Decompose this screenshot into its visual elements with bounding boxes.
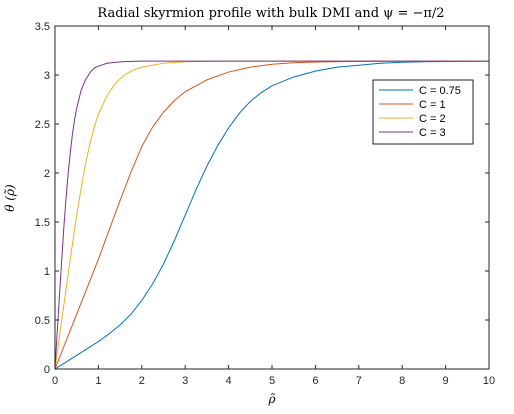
y-tick-label: 3 [44,70,50,82]
y-tick-label: 2.5 [35,119,50,131]
x-tick-label: 0 [52,375,58,387]
x-tick-label: 7 [356,375,362,387]
x-tick-label: 2 [139,375,145,387]
series-line-1 [54,60,490,370]
x-tick-label: 10 [483,375,495,387]
series-line-4 [54,60,489,370]
y-tick-label: 0 [44,364,50,376]
y-tick-label: 1.5 [35,217,50,229]
x-tick-label: 4 [226,375,232,387]
legend-label-2: C = 1 [419,99,446,111]
legend-label-1: C = 0.75 [419,85,461,97]
series-layer [54,60,490,370]
plot-area [55,26,489,369]
x-tick-label: 5 [269,375,275,387]
x-axis-label: ρ̃ [267,392,275,406]
x-tick-label: 3 [182,375,188,387]
x-tick-label: 6 [312,375,318,387]
x-axis: 0 1 2 3 4 5 6 7 8 9 10 [52,26,495,387]
y-axis: 0 0.5 1 1.5 2 2.5 3 3.5 [35,21,489,376]
legend-label-3: C = 2 [419,113,446,125]
legend-box [372,79,474,145]
x-tick-label: 9 [443,375,449,387]
series-line-2 [54,60,490,370]
y-tick-label: 1 [44,266,50,278]
y-tick-label: 0.5 [35,315,50,327]
x-tick-label: 8 [399,375,405,387]
y-tick-label: 2 [44,168,50,180]
legend: C = 0.75 C = 1 C = 2 C = 3 [372,79,474,145]
y-tick-label: 3.5 [35,21,50,33]
legend-label-4: C = 3 [419,127,446,139]
chart-title: Radial skyrmion profile with bulk DMI an… [97,6,444,21]
y-axis-label: θ (ρ̃) [3,184,17,212]
x-tick-label: 1 [95,375,101,387]
